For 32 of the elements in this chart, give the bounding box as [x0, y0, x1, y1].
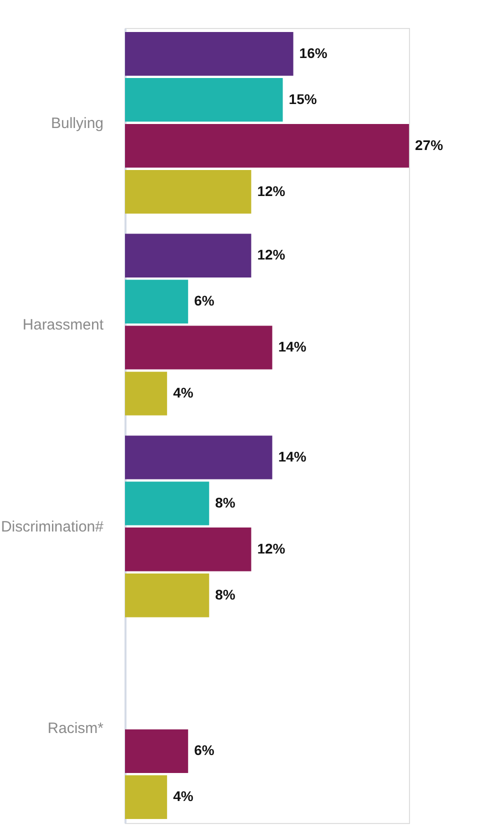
y-tick-label: Discrimination#: [0, 518, 104, 536]
y-tick-label: Bullying: [50, 114, 104, 132]
data-label: 12%: [257, 182, 286, 199]
data-label: 14%: [278, 338, 307, 355]
bar: [125, 280, 188, 324]
bar: [125, 78, 283, 122]
data-label: 27%: [415, 136, 444, 153]
bar: [125, 775, 168, 819]
data-label: 14%: [278, 448, 307, 464]
bar: [125, 482, 210, 526]
data-label: 12%: [257, 246, 286, 263]
bar: [125, 124, 409, 168]
data-label: 8%: [215, 586, 236, 602]
bar: [125, 326, 272, 370]
data-label: 12%: [257, 540, 286, 556]
bar: [125, 574, 210, 618]
data-label: 4%: [173, 384, 194, 401]
bar: [125, 372, 168, 416]
bar: [125, 234, 252, 278]
data-label: 16%: [299, 44, 328, 61]
bar: [125, 528, 252, 572]
y-tick-label: Racism*: [48, 720, 104, 738]
bar: [125, 729, 188, 773]
data-label: 6%: [194, 742, 215, 758]
data-label: 15%: [288, 90, 318, 107]
bar: [125, 170, 252, 214]
data-label: 6%: [194, 292, 215, 309]
y-tick-label: Harassment: [22, 316, 104, 334]
data-label: 4%: [173, 788, 194, 804]
bar: [125, 436, 272, 480]
data-label: 8%: [215, 494, 236, 510]
bar: [125, 32, 294, 76]
